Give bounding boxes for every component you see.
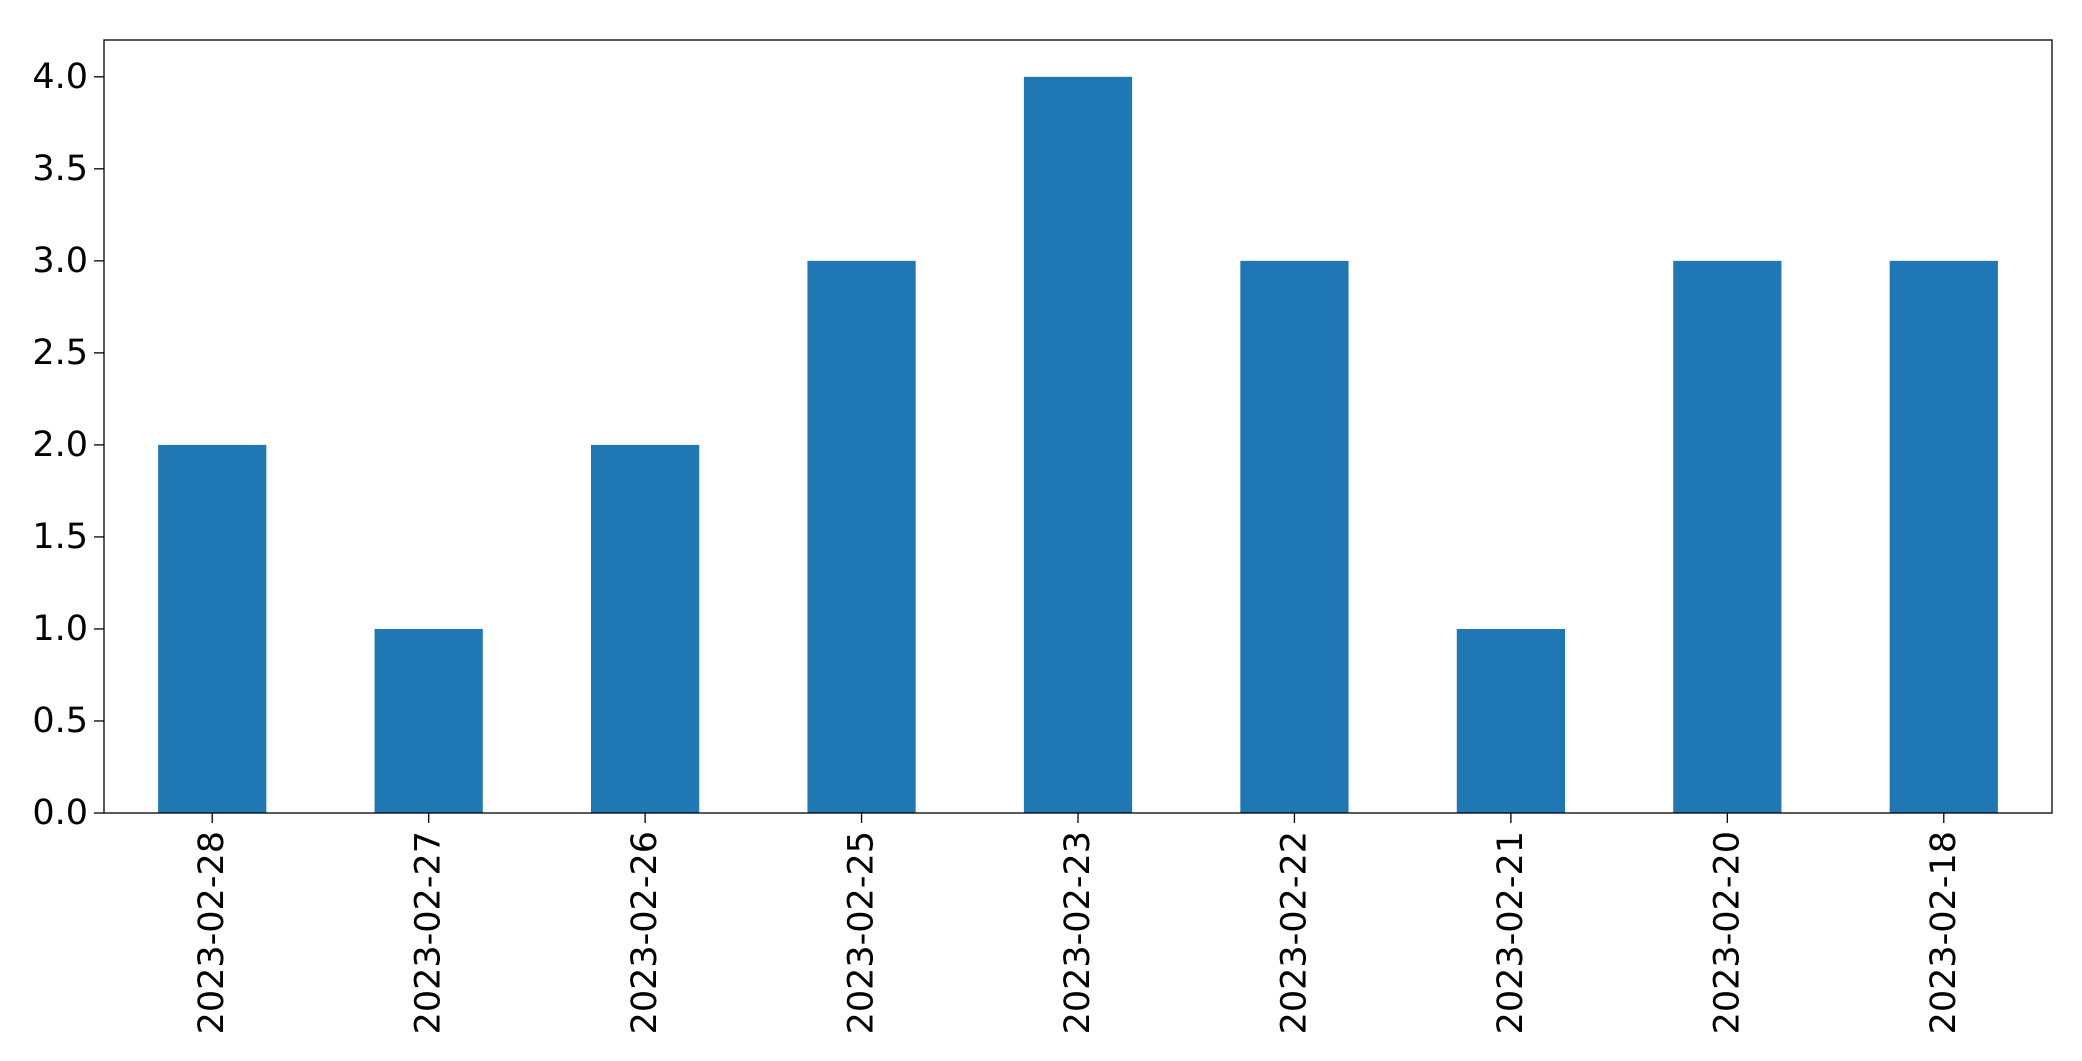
y-tick-label: 1.0 [32,609,88,649]
bar-2023-02-28 [158,444,267,813]
bar-2023-02-18 [1889,260,1998,813]
y-tick-label: 4.0 [32,57,88,97]
x-tick-label: 2023-02-28 [192,831,232,1034]
bar-2023-02-26 [591,444,700,813]
x-axis: 2023-02-28 2023-02-27 2023-02-26 2023-02-25… [192,813,1964,1034]
y-tick-label: 1.5 [32,517,88,557]
x-tick-label: 2023-02-21 [1491,831,1531,1034]
bar-2023-02-20 [1673,260,1782,813]
bar-2023-02-21 [1456,628,1565,813]
y-tick-label: 3.0 [32,241,88,281]
y-tick-label: 0.0 [32,793,88,833]
bar-2023-02-25 [807,260,916,813]
x-tick-label: 2023-02-18 [1924,831,1964,1034]
x-tick-label: 2023-02-25 [842,831,882,1034]
x-tick-label: 2023-02-26 [625,831,665,1034]
x-tick-label: 2023-02-23 [1058,831,1098,1034]
y-tick-label: 0.5 [32,701,88,741]
plot-frame [103,39,2053,814]
y-axis: 0.0 0.5 1.0 1.5 2.0 2.5 3.0 3.5 4.0 [32,57,104,833]
x-tick-label: 2023-02-22 [1274,831,1314,1034]
bar-2023-02-22 [1240,260,1349,813]
y-tick-label: 2.0 [32,425,88,465]
y-tick-label: 3.5 [32,149,88,189]
bar-2023-02-27 [374,628,483,813]
y-tick-label: 2.5 [32,333,88,373]
bars [158,76,1998,814]
x-tick-label: 2023-02-27 [409,831,449,1034]
bar-2023-02-23 [1023,76,1133,814]
x-tick-label: 2023-02-20 [1707,831,1747,1034]
